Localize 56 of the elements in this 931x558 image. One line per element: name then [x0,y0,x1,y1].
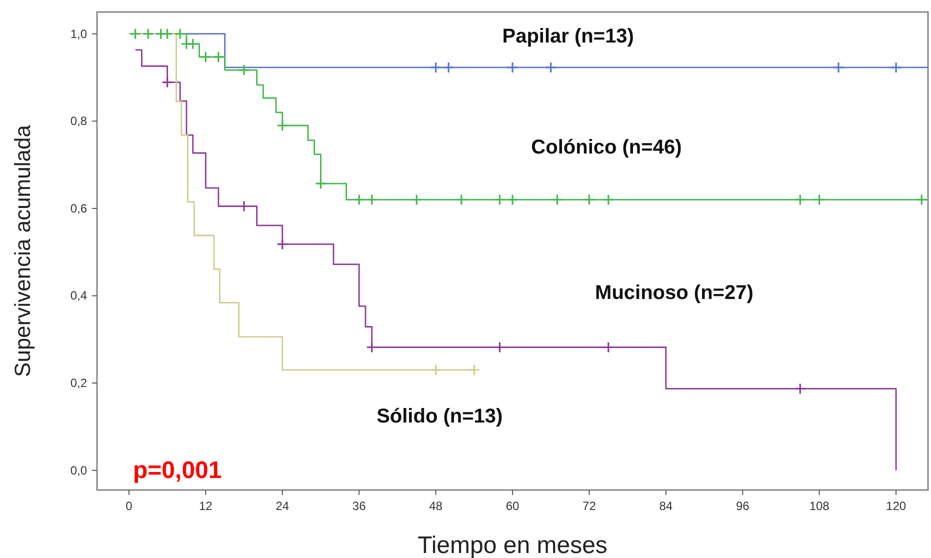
point [456,194,468,206]
x-tick-label: 60 [506,499,520,513]
point [916,194,928,206]
text: Mucinoso (n=27) [595,282,754,304]
point [832,62,844,74]
y-axis-title: Supervivencia acumulada [10,124,35,377]
point [890,62,902,74]
point [794,382,806,395]
x-tick-label: 120 [886,499,906,513]
point [276,238,288,250]
annotation: p=0,001 [133,457,222,484]
point [410,194,422,206]
point [174,28,186,40]
x-tick-label: 108 [809,499,830,513]
point [366,194,378,206]
point [583,194,596,206]
point [353,194,365,206]
x-tick-label: 36 [352,499,366,513]
y-tick-label: 1,0 [70,26,88,41]
x-tick-label: 12 [198,499,213,513]
point [142,28,154,40]
y-tick-label: 0,4 [70,288,88,303]
point [212,51,224,63]
point [506,62,518,74]
series-label: Sólido (n=13) [376,405,503,428]
point [506,194,518,206]
point [162,28,174,40]
point [442,62,454,74]
y-tick-label: 0,2 [70,376,88,390]
x-tick-label: 72 [582,499,596,513]
x-tick-label: 0 [126,499,133,513]
x-tick-label: 84 [659,499,673,513]
point [468,364,480,376]
point [602,194,614,206]
point [430,364,442,376]
x-tick-label: 24 [276,499,290,513]
point [200,51,212,63]
point [187,38,199,50]
x-tick-label: 48 [429,499,443,513]
point [494,194,506,206]
point [814,194,826,206]
series-label: Papilar (n=13) [502,26,634,48]
point [314,178,327,190]
point [276,120,288,132]
point [430,62,442,74]
point [551,194,564,206]
point [794,194,806,206]
y-tick-label: 0,0 [70,463,88,478]
point [545,62,557,74]
x-axis-title: Tiempo en meses [418,532,608,558]
point [162,76,174,88]
x-tick-label: 96 [736,499,750,513]
point [238,64,250,76]
y-tick-label: 0,6 [70,201,88,216]
text: Colónico (n=46) [531,136,682,158]
y-tick-label: 0,8 [70,114,88,128]
